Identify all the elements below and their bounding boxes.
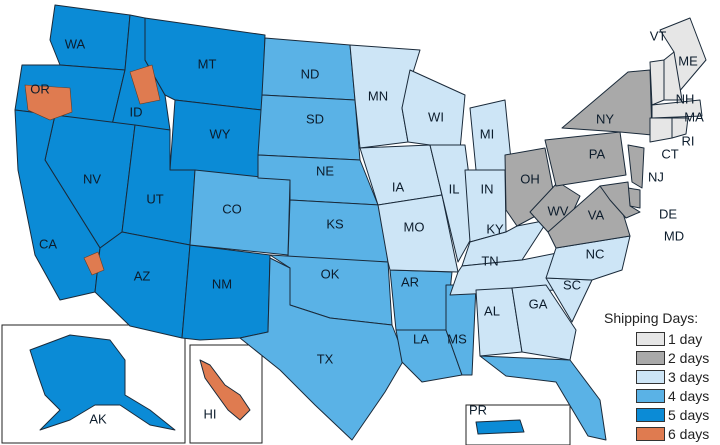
state-ar <box>389 269 453 331</box>
state-label-al: AL <box>484 303 500 318</box>
six-day-area-ca <box>83 251 105 276</box>
state-label-nd: ND <box>301 66 320 81</box>
legend-item-4-days: 4 days <box>636 386 720 405</box>
legend: Shipping Days: 1 day 2 days 3 days 4 day… <box>604 310 720 443</box>
state-label-ok: OK <box>321 266 340 281</box>
state-sd <box>257 94 361 161</box>
legend-item-3-days: 3 days <box>636 367 720 386</box>
legend-swatch <box>636 407 665 422</box>
state-label-ar: AR <box>401 274 419 289</box>
state-label-wa: WA <box>65 36 86 51</box>
state-md <box>599 181 641 219</box>
state-az <box>94 231 191 339</box>
state-ct <box>649 117 673 143</box>
state-la <box>395 329 463 383</box>
legend-item-6-days: 6 days <box>636 424 720 443</box>
state-ga <box>511 284 577 361</box>
six-day-area-id <box>129 64 161 105</box>
state-label-co: CO <box>222 201 242 216</box>
state-label-il: IL <box>449 181 460 196</box>
legend-title: Shipping Days: <box>604 310 699 326</box>
state-vt <box>649 59 665 106</box>
legend-swatch <box>636 331 665 346</box>
state-label-wv: WV <box>548 203 569 218</box>
state-label-ri: RI <box>682 133 695 148</box>
state-ri <box>671 117 689 139</box>
state-label-nj: NJ <box>648 169 664 184</box>
state-mo <box>377 194 459 273</box>
state-label-ut: UT <box>146 191 163 206</box>
state-va <box>547 185 631 249</box>
state-label-in: IN <box>481 181 494 196</box>
state-label-ak: AK <box>89 411 107 426</box>
state-ma <box>651 99 703 119</box>
legend-item-2-days: 2 days <box>636 348 720 367</box>
state-label-nc: NC <box>586 246 605 261</box>
state-label-ga: GA <box>529 296 548 311</box>
state-label-vt: VT <box>650 28 667 43</box>
state-label-la: LA <box>413 331 429 346</box>
state-ny <box>561 69 653 136</box>
state-label-ca: CA <box>39 236 57 251</box>
six-day-area-or <box>24 84 73 121</box>
state-hi <box>199 359 251 421</box>
state-label-wi: WI <box>428 109 444 124</box>
state-label-mn: MN <box>368 88 388 103</box>
state-me <box>659 17 707 101</box>
state-label-oh: OH <box>520 171 540 186</box>
state-wa <box>49 4 131 71</box>
state-label-de: DE <box>659 206 677 221</box>
state-label-mo: MO <box>404 219 425 234</box>
legend-swatch <box>636 369 665 384</box>
state-tx <box>239 257 406 441</box>
state-label-ma: MA <box>684 109 704 124</box>
state-label-nm: NM <box>212 276 232 291</box>
legend-item-5-days: 5 days <box>636 405 720 424</box>
state-label-ny: NY <box>596 111 614 126</box>
state-label-id: ID <box>130 104 143 119</box>
state-label-ne: NE <box>316 163 334 178</box>
legend-swatch <box>636 388 665 403</box>
state-label-ia: IA <box>392 179 405 194</box>
legend-swatch <box>636 426 665 441</box>
state-label-ms: MS <box>447 331 467 346</box>
state-pa <box>544 131 627 187</box>
state-label-ks: KS <box>326 216 344 231</box>
state-il <box>429 144 477 263</box>
state-nh <box>663 51 683 101</box>
state-label-ky: KY <box>486 221 504 236</box>
legend-item-1-day: 1 day <box>636 329 720 348</box>
state-label-sc: SC <box>563 277 581 292</box>
state-label-mt: MT <box>198 56 217 71</box>
state-label-ct: CT <box>661 146 678 161</box>
state-label-wy: WY <box>210 126 231 141</box>
state-fl <box>479 355 607 441</box>
state-nj <box>627 144 645 189</box>
state-label-pa: PA <box>589 146 606 161</box>
state-label-me: ME <box>678 53 698 68</box>
state-label-tx: TX <box>317 351 334 366</box>
state-label-nv: NV <box>83 171 101 186</box>
state-label-md: MD <box>664 228 684 243</box>
state-label-tn: TN <box>481 253 498 268</box>
state-label-az: AZ <box>134 268 151 283</box>
state-label-va: VA <box>588 207 605 222</box>
state-label-mi: MI <box>480 126 494 141</box>
state-nm <box>181 244 271 341</box>
state-label-hi: HI <box>204 406 217 421</box>
state-label-sd: SD <box>306 111 324 126</box>
state-label-nh: NH <box>676 91 695 106</box>
state-label-pr: PR <box>469 402 487 417</box>
state-label-or: OR <box>30 81 50 96</box>
legend-swatch <box>636 350 665 365</box>
state-pr <box>475 419 525 435</box>
state-ak <box>29 334 176 431</box>
